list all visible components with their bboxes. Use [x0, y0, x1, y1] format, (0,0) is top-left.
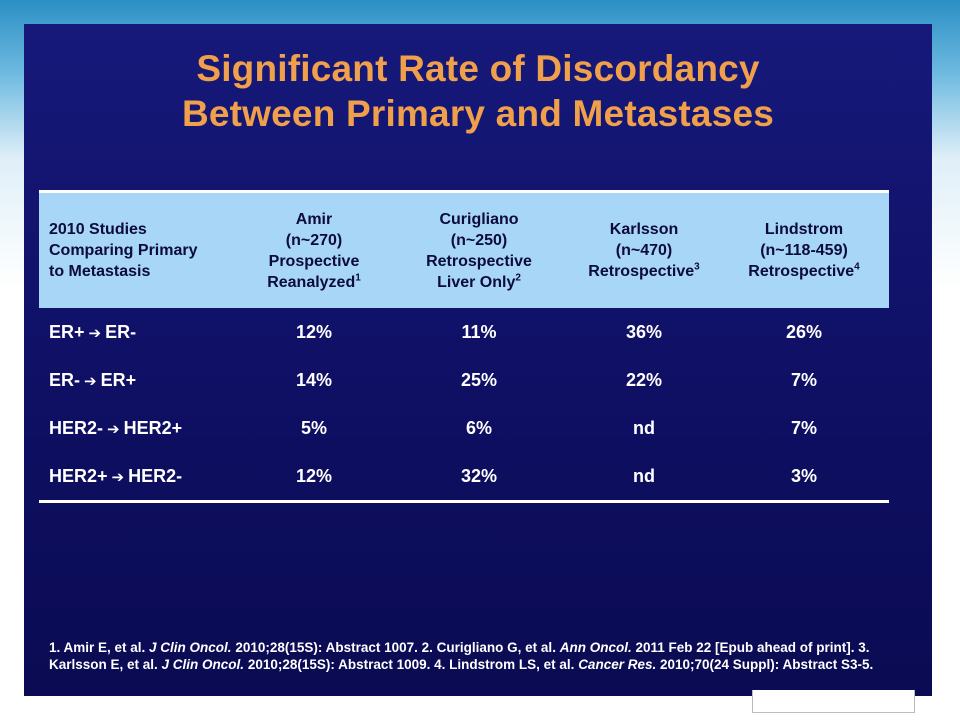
slide: Significant Rate of Discordancy Between …: [24, 24, 932, 696]
table-cell: 7%: [790, 369, 817, 390]
arrow-icon: ➔: [111, 467, 125, 486]
arrow-icon: ➔: [84, 371, 97, 390]
table-cell: 25%: [460, 369, 498, 390]
table-cell: 36%: [625, 321, 663, 342]
row-label: HER2+ ➔ HER2-: [39, 452, 239, 503]
table-cell: 6%: [465, 417, 492, 438]
references-footnote: 1. Amir E, et al. J Clin Oncol. 2010;28(…: [49, 640, 874, 672]
table-row: HER2- ➔ HER2+ 5% 6% nd 7%: [39, 404, 889, 452]
table-cell: 3%: [719, 452, 889, 503]
table-cell: 12%: [295, 321, 333, 342]
slide-corner-frame: [752, 690, 915, 713]
discordancy-table: 2010 Studies Comparing Primary to Metast…: [39, 190, 889, 503]
header-lindstrom: Lindstrom (n~118-459) Retrospective4: [719, 190, 889, 308]
header-curigliano: Curigliano (n~250) Retrospective Liver O…: [389, 190, 569, 308]
table-cell: 22%: [625, 369, 663, 390]
header-karlsson: Karlsson (n~470) Retrospective3: [569, 190, 719, 308]
row-label: ER- ➔ ER+: [49, 369, 137, 390]
table-cell: nd: [633, 417, 655, 438]
row-label: ER+ ➔ ER-: [49, 321, 137, 342]
table-cell: 5%: [300, 417, 327, 438]
title-line-2: Between Primary and Metastases: [181, 93, 775, 134]
slide-title: Significant Rate of Discordancy Between …: [24, 46, 932, 136]
table-cell: 7%: [790, 417, 817, 438]
table-cell: 12%: [239, 452, 389, 503]
row-label: HER2- ➔ HER2+: [49, 417, 183, 438]
arrow-icon: ➔: [88, 323, 102, 342]
table-header-row: 2010 Studies Comparing Primary to Metast…: [39, 190, 889, 308]
table-row: ER+ ➔ ER- 12% 11% 36% 26%: [39, 308, 889, 356]
header-studies: 2010 Studies Comparing Primary to Metast…: [39, 190, 239, 308]
table-cell: 11%: [461, 321, 497, 342]
table-cell: 32%: [389, 452, 569, 503]
table-row: ER- ➔ ER+ 14% 25% 22% 7%: [39, 356, 889, 404]
arrow-icon: ➔: [107, 419, 120, 438]
table-cell: nd: [569, 452, 719, 503]
table-cell: 26%: [785, 321, 823, 342]
table-row: HER2+ ➔ HER2- 12% 32% nd 3%: [39, 452, 889, 503]
title-line-1: Significant Rate of Discordancy: [196, 48, 760, 89]
header-amir: Amir (n~270) Prospective Reanalyzed1: [239, 190, 389, 308]
table-cell: 14%: [295, 369, 333, 390]
